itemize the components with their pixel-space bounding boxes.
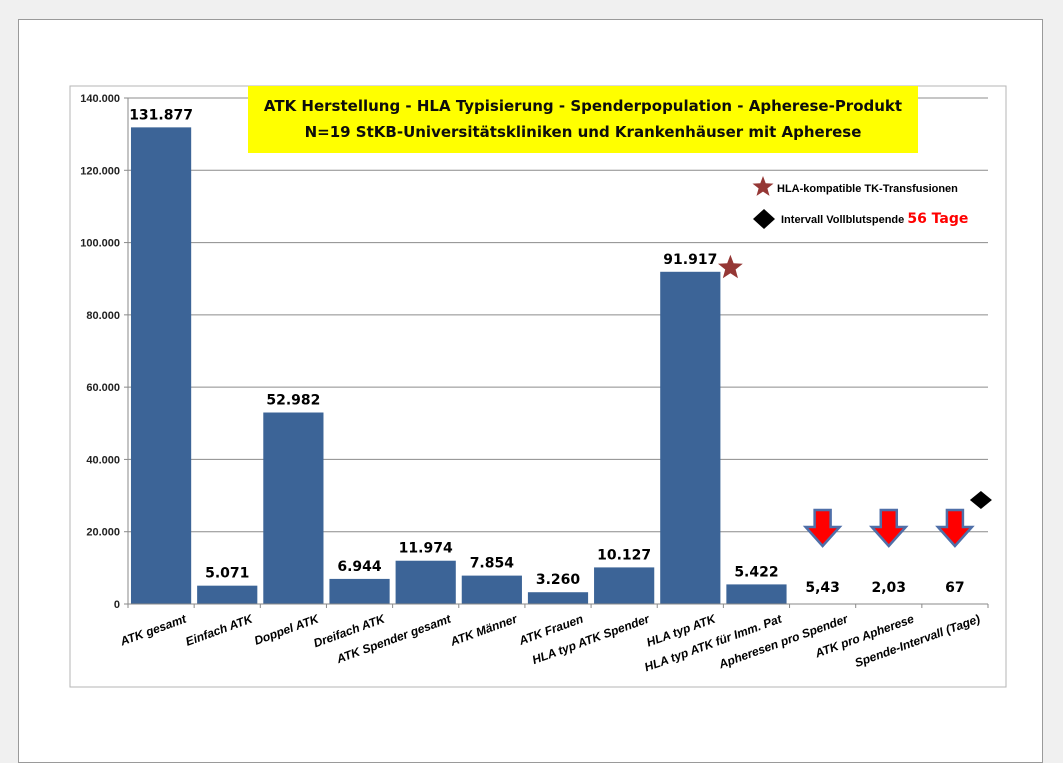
data-label: 5,43: [805, 580, 840, 596]
annotation-markers: [718, 254, 992, 548]
bar: [660, 271, 721, 604]
y-tick-label: 20.000: [86, 527, 120, 539]
legend: HLA-kompatible TK-Transfusionen Interval…: [752, 176, 968, 229]
y-tick-label: 60.000: [86, 382, 120, 394]
bar: [197, 585, 258, 604]
legend-label-diamond-highlight: 56 Tage: [907, 211, 968, 227]
data-label: 3.260: [536, 572, 581, 588]
legend-item-diamond: Intervall Vollblutspende 56 Tage: [753, 209, 968, 229]
bar: [395, 560, 456, 604]
bar: [130, 127, 192, 605]
data-label: 5.071: [205, 566, 249, 582]
y-tick-label: 140.000: [80, 93, 120, 105]
y-tick-label: 120.000: [80, 165, 120, 177]
down-arrow-marker: [935, 508, 975, 548]
chart-title-line-1: ATK Herstellung - HLA Typisierung - Spen…: [264, 97, 902, 115]
bar: [726, 584, 787, 604]
data-label: 11.974: [399, 541, 453, 557]
chart-title-line-2: N=19 StKB-Universitätskliniken und Krank…: [305, 123, 862, 141]
data-label: 5.422: [734, 564, 778, 580]
y-tick-label: 0: [114, 599, 120, 611]
bar: [594, 567, 655, 604]
bar: [263, 412, 324, 604]
y-tick-label: 80.000: [86, 310, 120, 322]
bar: [461, 575, 522, 604]
legend-label-star: HLA-kompatible TK-Transfusionen: [777, 183, 958, 195]
bar: [527, 592, 589, 604]
y-axis-ticks: 0 20.000 40.000 60.000 80.000 100.000 120.000 1…: [80, 93, 989, 611]
down-arrow-marker: [802, 508, 843, 548]
data-labels: 131.877 5.071 52.982 6.944 11.974 7.854 3.260 1…: [129, 107, 964, 596]
data-label: 2,03: [871, 580, 906, 596]
diamond-icon: [753, 209, 775, 229]
svg-text:Intervall Vollblutspende 56 Ta: Intervall Vollblutspende 56 Tage: [781, 211, 968, 227]
y-tick-label: 40.000: [86, 454, 120, 466]
down-arrow-marker: [868, 508, 909, 548]
data-label: 67: [945, 580, 964, 596]
legend-label-diamond: Intervall Vollblutspende: [781, 214, 904, 226]
data-label: 131.877: [129, 107, 193, 123]
bar: [329, 578, 390, 604]
legend-item-star: HLA-kompatible TK-Transfusionen: [752, 176, 958, 196]
data-label: 52.982: [266, 393, 320, 409]
y-tick-label: 100.000: [80, 238, 120, 250]
data-label: 91.917: [663, 252, 717, 268]
star-marker: [718, 254, 743, 279]
diamond-marker: [969, 491, 992, 509]
bars: [130, 127, 787, 605]
data-label: 6.944: [337, 559, 382, 575]
chart-title-background: [248, 86, 918, 153]
chart-title-box: ATK Herstellung - HLA Typisierung - Spen…: [248, 86, 918, 153]
star-icon: [752, 176, 774, 196]
data-label: 10.127: [597, 547, 651, 563]
data-label: 7.854: [470, 556, 515, 572]
